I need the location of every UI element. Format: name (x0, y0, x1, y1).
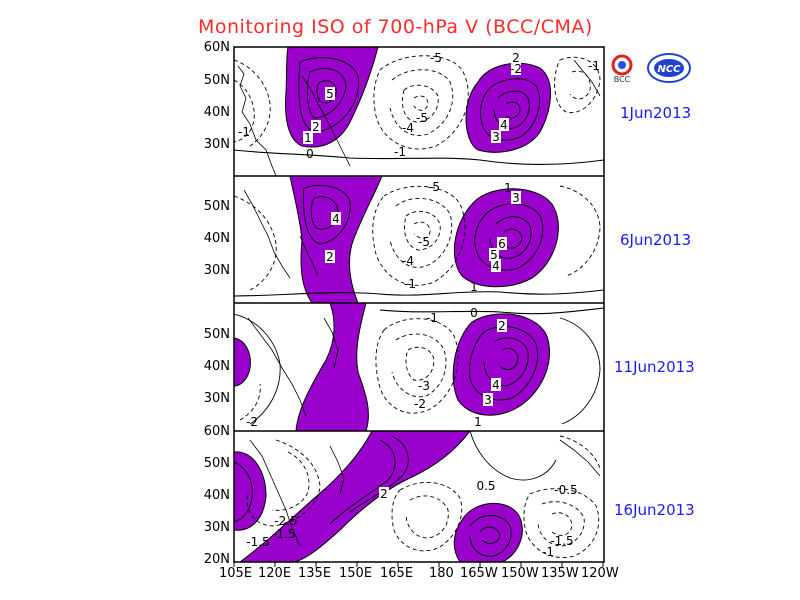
panel-4-field (234, 431, 601, 562)
lat-label: 40N (203, 105, 230, 120)
contour-label: 1 (504, 181, 512, 195)
contour-label: -1 (542, 545, 554, 559)
contour-label: -3 (418, 379, 430, 393)
lat-label: 30N (203, 391, 230, 406)
contour-label: -2.5 (274, 514, 297, 528)
lon-label: 150W (501, 566, 539, 581)
ncc-logo-icon: NCC (646, 52, 692, 84)
positive-anomaly-region (452, 313, 550, 416)
lat-label: 50N (203, 456, 230, 471)
lat-label: 30N (203, 263, 230, 278)
bcc-logo-text: BCC (614, 75, 631, 84)
coastline (237, 59, 601, 547)
contour-label: 0 (470, 306, 478, 320)
positive-anomaly-region (234, 337, 251, 387)
contour-label: 3 (484, 393, 492, 407)
contour-label: -1.5 (272, 527, 295, 541)
contour-label: 2 (512, 51, 520, 65)
positive-anomaly-region (465, 62, 552, 153)
contour-label: 5 (490, 248, 498, 262)
contour-label: 4 (332, 212, 340, 226)
lat-label: 60N (203, 424, 230, 439)
lon-label: 105E (219, 566, 253, 581)
panel-4-date: 16Jun2013 (614, 501, 695, 519)
lat-label: 20N (203, 552, 230, 567)
contour-label: -1 (238, 125, 250, 139)
contour-label: -1.5 (246, 535, 269, 549)
lat-label: 50N (203, 327, 230, 342)
contour-label: 1 (470, 280, 478, 294)
lon-label: 135E (298, 566, 332, 581)
contour-label: -4 (402, 254, 414, 268)
lon-label: 180 (429, 566, 454, 581)
panel-1-field (234, 47, 604, 166)
contour-label: 0 (306, 147, 314, 161)
lon-label: 120W (581, 566, 619, 581)
lon-label: 120E (258, 566, 292, 581)
contour-label: -2 (246, 415, 258, 429)
contour-label: -0.5 (554, 483, 577, 497)
lat-label: 40N (203, 231, 230, 246)
contour-label: -1 (426, 311, 438, 325)
positive-anomaly-region (295, 303, 369, 431)
contour-label: 2 (380, 487, 388, 501)
contour-label: -5 (418, 235, 430, 249)
positive-anomaly-region (239, 431, 471, 562)
bcc-logo-icon: BCC (604, 52, 640, 84)
contour-label: -1 (588, 59, 600, 73)
lat-label: 50N (203, 199, 230, 214)
lat-label: 40N (203, 359, 230, 374)
contour-label: -5 (428, 180, 440, 194)
panel-1-date: 1Jun2013 (620, 104, 692, 122)
contour-label: 4 (492, 259, 500, 273)
contour-label: -4 (402, 121, 414, 135)
ncc-logo-text: NCC (657, 64, 681, 75)
lon-label: 165E (380, 566, 414, 581)
lat-label: 30N (203, 520, 230, 535)
contour-label: -1 (394, 145, 406, 159)
contour-label: 2 (312, 120, 320, 134)
contour-label: -1.5 (550, 534, 573, 548)
lat-label: 40N (203, 488, 230, 503)
contour-label: -2 (414, 397, 426, 411)
contour-label: 0.5 (476, 479, 495, 493)
contour-label: -2 (510, 62, 522, 76)
panel-3-field (234, 303, 604, 431)
panel-frames (233, 46, 605, 563)
contour-label: 3 (512, 191, 520, 205)
lon-label: 135W (541, 566, 579, 581)
contour-label: 4 (492, 378, 500, 392)
panel-3-date: 11Jun2013 (614, 358, 695, 376)
positive-anomaly-region (453, 502, 523, 562)
positive-anomaly-region (289, 176, 383, 303)
contour-label: 1 (304, 131, 312, 145)
lon-label: 165W (460, 566, 498, 581)
lat-label: 60N (203, 40, 230, 55)
contour-label: 1 (474, 415, 482, 429)
positive-anomaly-region (234, 451, 267, 531)
contour-label: -1 (404, 277, 416, 291)
contour-label: 3 (492, 130, 500, 144)
lat-label: 30N (203, 137, 230, 152)
lon-label: 150E (339, 566, 373, 581)
contour-label: -5 (416, 111, 428, 125)
contour-label: 2 (326, 250, 334, 264)
panel-2-date: 6Jun2013 (620, 231, 692, 249)
lat-label: 50N (203, 73, 230, 88)
map-title: Monitoring ISO of 700-hPa V (BCC/CMA) (198, 16, 593, 38)
contour-label: 2 (498, 319, 506, 333)
contour-label: 4 (500, 118, 508, 132)
contour-label: -5 (430, 51, 442, 65)
contour-label: 6 (498, 237, 506, 251)
contour-label: 5 (326, 87, 334, 101)
axis-ticks (233, 562, 604, 567)
